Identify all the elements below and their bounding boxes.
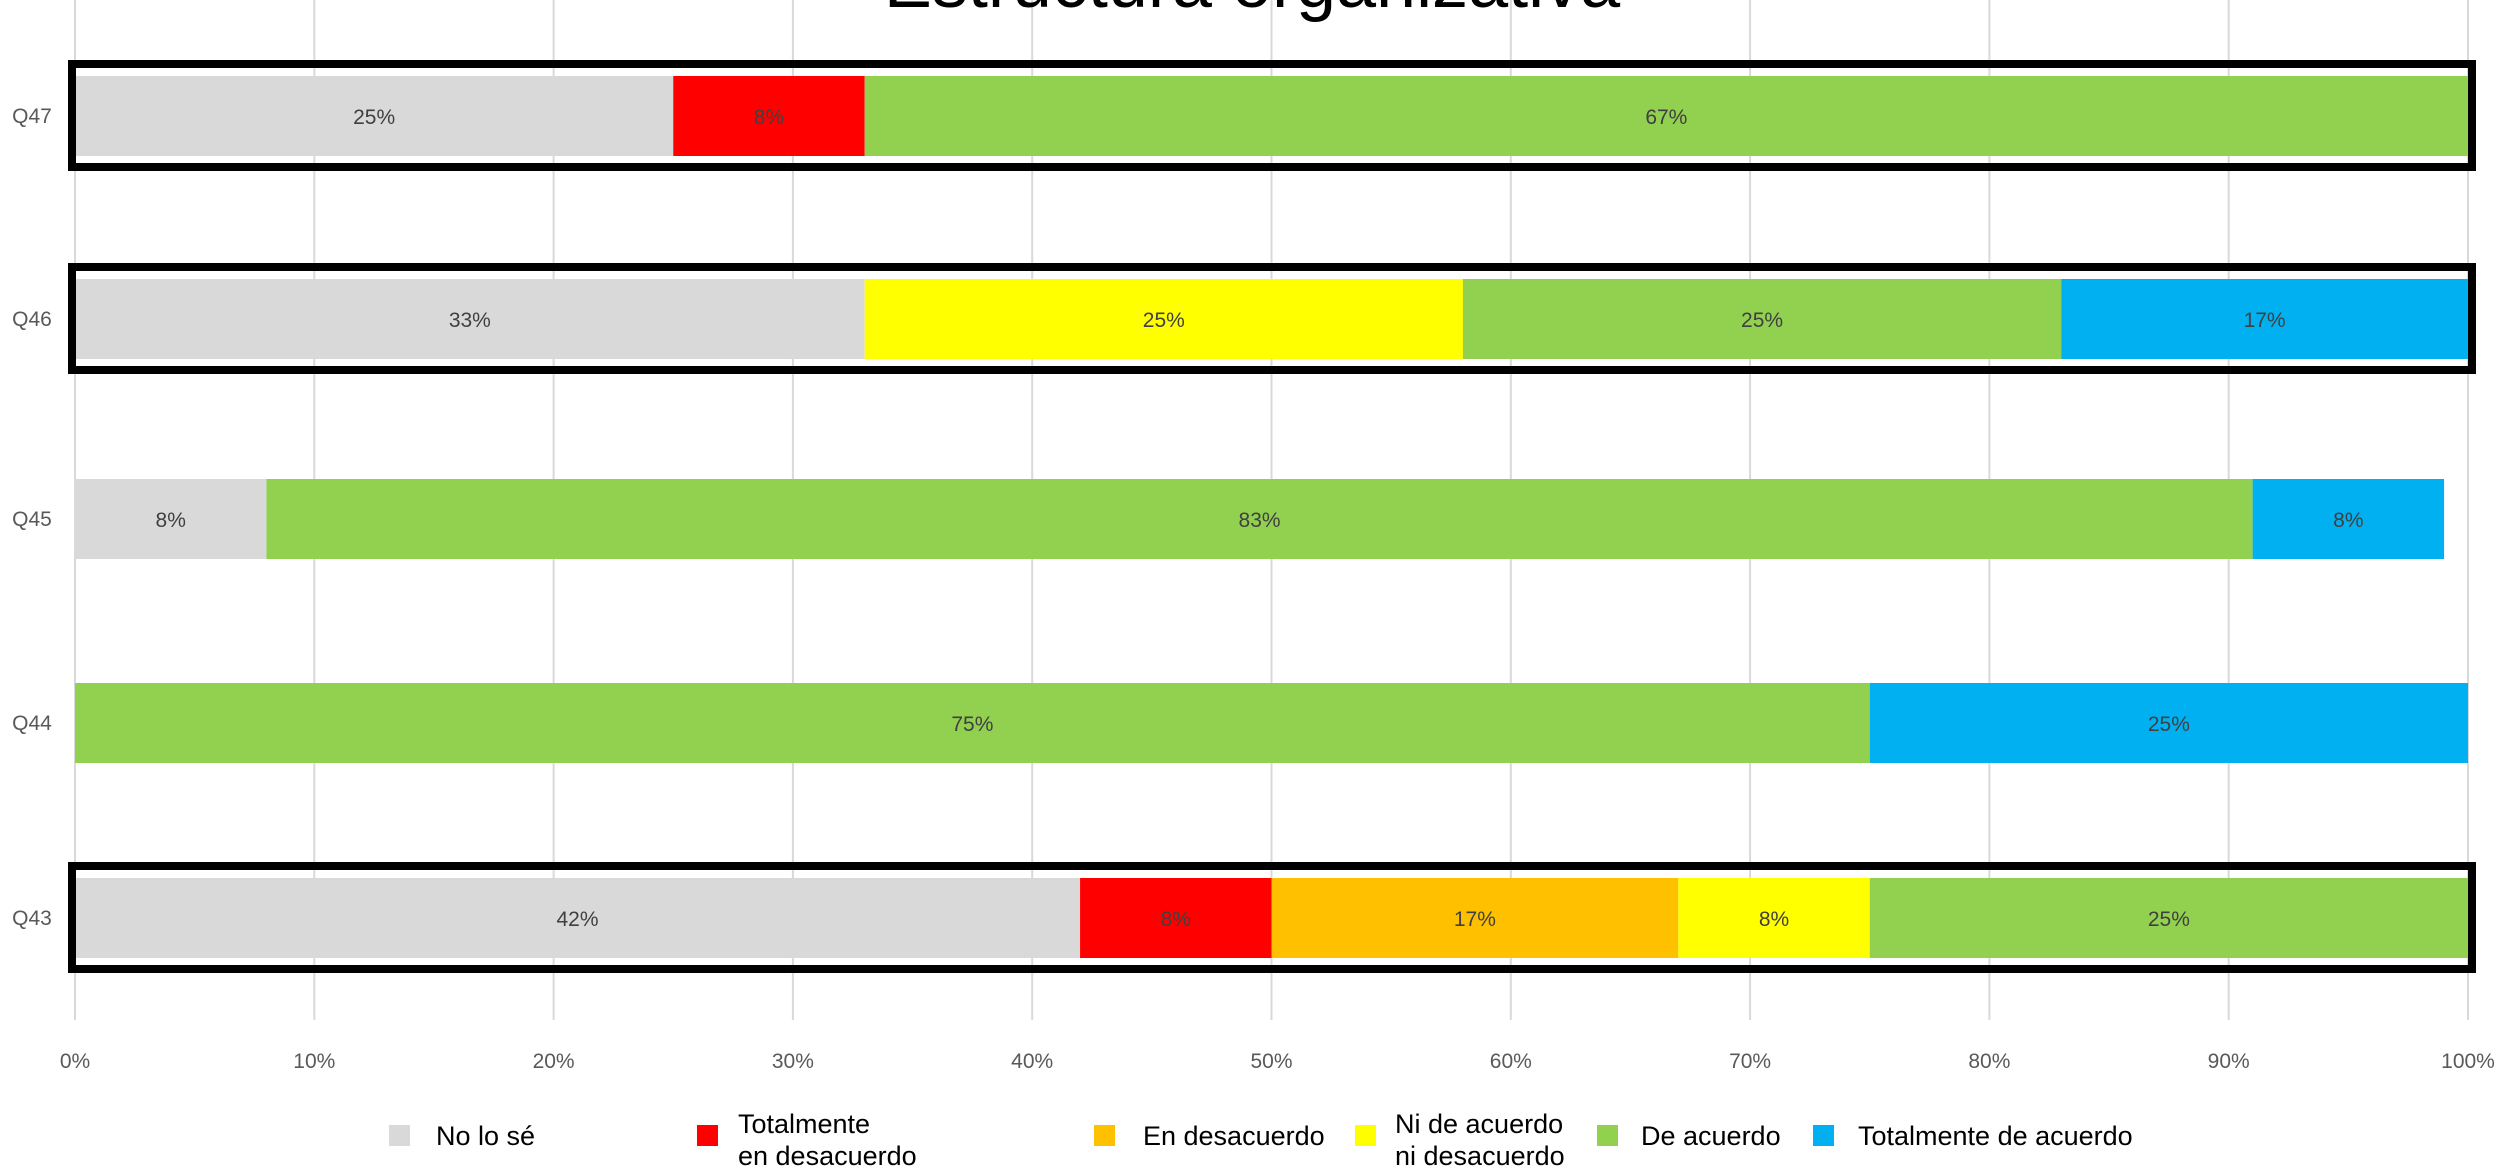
x-tick-label: 70% — [1729, 1050, 1771, 1073]
legend-label: Totalmente — [738, 1109, 870, 1139]
data-label: 17% — [1454, 908, 1496, 931]
legend-swatch — [1355, 1125, 1376, 1146]
legend-swatch — [1094, 1125, 1115, 1146]
bar-segment — [864, 279, 1463, 359]
bar-segment — [1869, 878, 2468, 958]
bar-segment — [75, 878, 1081, 958]
legend-label: en desacuerdo — [738, 1141, 917, 1171]
legend-swatch — [697, 1125, 718, 1146]
data-label: 8% — [1161, 908, 1191, 931]
data-label: 25% — [2148, 908, 2190, 931]
legend-swatch — [1813, 1125, 1834, 1146]
bar-segment — [1080, 878, 1272, 958]
highlight-frame — [68, 60, 2476, 171]
y-tick-label: Q43 — [12, 907, 52, 930]
y-tick-label: Q44 — [12, 712, 52, 735]
data-label: 17% — [2244, 309, 2286, 332]
x-tick-label: 90% — [2208, 1050, 2250, 1073]
y-tick-label: Q47 — [12, 105, 52, 128]
data-label: 75% — [951, 713, 993, 736]
x-tick-label: 40% — [1011, 1050, 1053, 1073]
legend-label: Ni de acuerdo — [1395, 1109, 1563, 1139]
data-label: 42% — [557, 908, 599, 931]
legend-label: En desacuerdo — [1143, 1121, 1325, 1151]
highlight-frame — [68, 263, 2476, 374]
bar-segment — [864, 76, 2469, 156]
bar-segment — [2061, 279, 2468, 359]
x-tick-label: 80% — [1968, 1050, 2010, 1073]
bar-segment — [75, 279, 865, 359]
x-tick-label: 10% — [293, 1050, 335, 1073]
data-label: 83% — [1239, 509, 1281, 532]
bar-segment — [75, 76, 674, 156]
bar-segment — [673, 76, 865, 156]
y-tick-label: Q46 — [12, 308, 52, 331]
bar-segment — [1869, 683, 2468, 763]
bar-segment — [75, 683, 1870, 763]
y-tick-label: Q45 — [12, 508, 52, 531]
x-tick-label: 20% — [533, 1050, 575, 1073]
data-label: 25% — [2148, 713, 2190, 736]
legend-label: De acuerdo — [1641, 1121, 1781, 1151]
data-label: 25% — [353, 106, 395, 129]
bar-segment — [75, 479, 267, 559]
data-label: 33% — [449, 309, 491, 332]
data-label: 8% — [2333, 509, 2363, 532]
data-label: 8% — [156, 509, 186, 532]
data-label: 25% — [1143, 309, 1185, 332]
highlight-frame — [68, 862, 2476, 973]
x-tick-label: 100% — [2441, 1050, 2495, 1073]
bar-segment — [1271, 878, 1679, 958]
data-label: 67% — [1645, 106, 1687, 129]
x-tick-label: 60% — [1490, 1050, 1532, 1073]
chart-title: Estructura organizativa — [0, 0, 2504, 24]
legend-swatch — [1597, 1125, 1618, 1146]
x-tick-label: 30% — [772, 1050, 814, 1073]
data-label: 25% — [1741, 309, 1783, 332]
data-label: 8% — [754, 106, 784, 129]
bar-segment — [1462, 279, 2062, 359]
legend-label: ni desacuerdo — [1395, 1141, 1565, 1171]
legend-swatch — [389, 1125, 410, 1146]
bar-segment — [266, 479, 2253, 559]
x-tick-label: 0% — [60, 1050, 90, 1073]
legend-label: No lo sé — [436, 1121, 535, 1151]
data-label: 8% — [1759, 908, 1789, 931]
legend-label: Totalmente de acuerdo — [1858, 1121, 2133, 1151]
bar-segment — [2252, 479, 2445, 559]
bar-segment — [1678, 878, 1870, 958]
x-tick-label: 50% — [1250, 1050, 1292, 1073]
